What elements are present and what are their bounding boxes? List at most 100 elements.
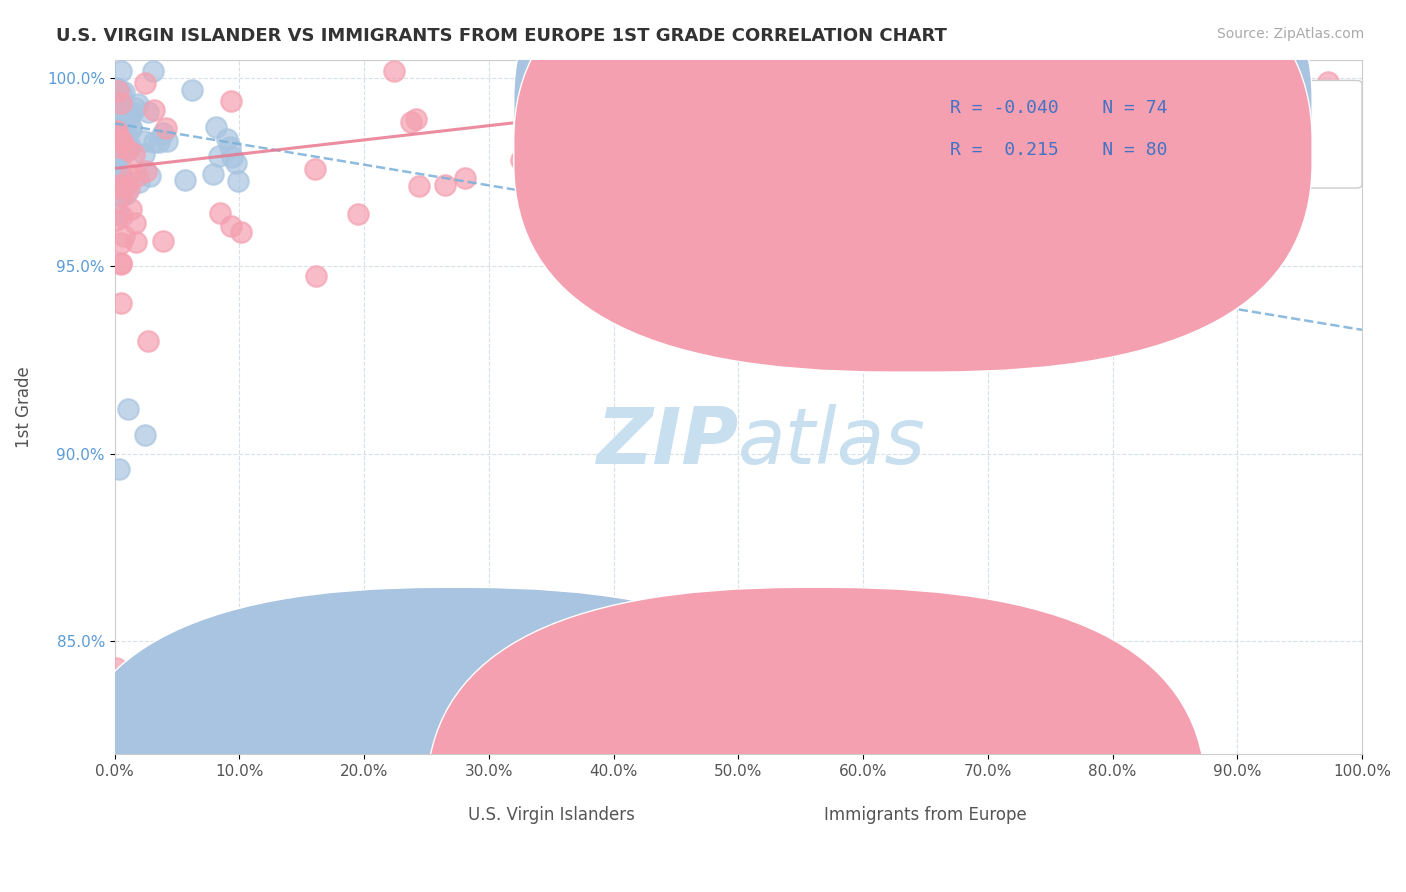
- Point: [107, 144, 129, 158]
- Point: [110, 189, 132, 203]
- Point: [128, 175, 150, 189]
- Point: [107, 140, 129, 154]
- Point: [134, 428, 156, 442]
- Point: [219, 140, 242, 154]
- Point: [134, 76, 156, 90]
- Point: [118, 106, 141, 120]
- Point: [105, 87, 128, 102]
- Point: [136, 105, 159, 120]
- FancyBboxPatch shape: [426, 587, 1206, 892]
- Point: [105, 137, 128, 152]
- Point: [225, 156, 247, 170]
- Point: [135, 164, 157, 178]
- Point: [125, 235, 148, 249]
- Point: [110, 63, 132, 78]
- Point: [904, 126, 927, 140]
- Point: [434, 178, 457, 192]
- Point: [108, 132, 131, 146]
- Point: [382, 63, 405, 78]
- Point: [107, 120, 129, 134]
- Point: [110, 295, 132, 310]
- Point: [813, 225, 835, 239]
- Point: [105, 181, 128, 195]
- Point: [304, 161, 326, 176]
- Point: [105, 144, 128, 158]
- Point: [454, 171, 477, 186]
- Point: [112, 101, 135, 115]
- Point: [917, 63, 939, 78]
- Point: [405, 112, 427, 127]
- Point: [893, 69, 915, 83]
- Point: [1222, 184, 1244, 198]
- Point: [107, 82, 129, 96]
- Point: [1223, 99, 1246, 113]
- Point: [132, 134, 155, 148]
- Text: ZIP: ZIP: [596, 403, 738, 480]
- Point: [931, 140, 953, 154]
- Point: [104, 149, 127, 163]
- Point: [1095, 88, 1118, 103]
- Point: [120, 122, 142, 136]
- Point: [1035, 89, 1057, 103]
- Point: [110, 170, 132, 185]
- Text: atlas: atlas: [738, 403, 927, 480]
- Point: [138, 334, 160, 348]
- Point: [717, 63, 740, 78]
- FancyBboxPatch shape: [65, 587, 845, 892]
- Point: [526, 139, 548, 153]
- Point: [155, 120, 177, 135]
- Text: U.S. Virgin Islanders: U.S. Virgin Islanders: [468, 806, 634, 824]
- Point: [115, 187, 138, 202]
- Point: [134, 147, 156, 161]
- Point: [104, 117, 127, 131]
- Point: [408, 178, 430, 193]
- Point: [124, 217, 146, 231]
- Point: [104, 118, 127, 132]
- Point: [104, 212, 127, 227]
- Point: [115, 127, 138, 141]
- Point: [127, 96, 149, 111]
- Point: [966, 191, 988, 205]
- Point: [1226, 63, 1249, 78]
- Point: [105, 125, 128, 139]
- Point: [152, 235, 174, 249]
- Point: [105, 124, 128, 138]
- Point: [860, 150, 883, 164]
- Point: [112, 136, 135, 150]
- Point: [124, 102, 146, 116]
- Point: [117, 143, 139, 157]
- Point: [208, 206, 231, 220]
- Point: [112, 144, 135, 158]
- Point: [201, 167, 224, 181]
- Point: [107, 207, 129, 221]
- Point: [399, 115, 422, 129]
- Point: [112, 130, 135, 145]
- Point: [110, 118, 132, 132]
- Point: [111, 136, 134, 150]
- Point: [110, 95, 132, 110]
- Point: [120, 120, 142, 135]
- Point: [111, 134, 134, 148]
- Point: [593, 237, 616, 252]
- Point: [104, 112, 127, 127]
- Point: [1076, 159, 1098, 173]
- Point: [107, 85, 129, 99]
- Point: [110, 257, 132, 271]
- Point: [110, 111, 132, 125]
- Point: [156, 134, 179, 148]
- Point: [112, 228, 135, 243]
- Point: [890, 63, 912, 78]
- Point: [107, 128, 129, 142]
- Point: [1004, 188, 1026, 202]
- Point: [110, 126, 132, 140]
- Point: [1211, 91, 1233, 105]
- Point: [120, 202, 142, 216]
- Point: [104, 161, 127, 175]
- Point: [118, 169, 141, 183]
- Point: [914, 64, 936, 78]
- Point: [226, 173, 249, 187]
- Point: [107, 117, 129, 131]
- Point: [118, 181, 141, 195]
- Point: [305, 269, 328, 284]
- Point: [114, 121, 136, 136]
